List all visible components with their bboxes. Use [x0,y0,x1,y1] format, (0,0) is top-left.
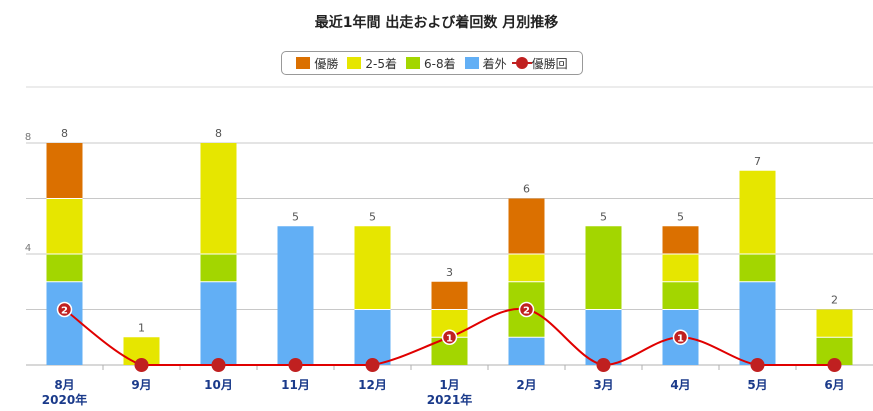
bar-segment-着外 [277,226,314,365]
bar-segment-6-8着 [662,281,699,310]
line-point-label: 2 [523,306,530,317]
bar-segment-2-5着 [739,170,776,254]
bar-segment-2-5着 [354,226,391,310]
x-tick-label: 6月 [824,378,844,392]
x-tick-label: 11月 [281,378,310,392]
bar-total-label: 5 [369,210,376,223]
x-tick-label: 3月 [593,378,613,392]
x-tick-label: 12月 [358,378,387,392]
legend-swatch [347,57,362,69]
bar-segment-2-5着 [46,198,83,254]
bar-segment-着外 [46,281,83,365]
bar-segment-2-5着 [200,143,237,254]
line-point [56,301,73,318]
legend-label: 優勝 [314,56,339,71]
legend-item[interactable]: 6-8着 [405,55,456,72]
line-point [134,358,149,372]
bar-total-label: 7 [754,155,761,168]
legend-label: 着外 [482,56,507,71]
legend: 優勝 2-5着 6-8着 着外 優勝回 [281,51,583,75]
line-point [750,358,765,372]
bar-segment-着外 [200,281,237,365]
legend-swatch [511,57,532,69]
bar-total-label: 5 [292,210,299,223]
legend-item[interactable]: 優勝 [296,55,338,72]
chart-title: 最近1年間 出走および着回数 月別推移 [314,15,559,31]
x-tick-sublabel: 2020年 [42,392,87,407]
line-point [441,329,458,345]
bar-total-label: 8 [61,127,68,140]
line-point [827,358,842,372]
y-tick-label: 8 [25,132,31,143]
legend-swatch [464,57,479,69]
bar-total-label: 6 [523,183,530,196]
bar-total-label: 2 [831,294,838,307]
bar-segment-6-8着 [739,254,776,282]
legend-item[interactable]: 優勝回 [511,55,568,72]
x-tick-label: 5月 [747,378,767,392]
x-tick-sublabel: 2021年 [427,392,472,407]
legend-label: 6-8着 [423,56,456,71]
legend-item[interactable]: 着外 [464,55,507,72]
x-tick-label: 10月 [204,378,233,392]
x-tick-label: 2月 [516,378,536,392]
x-tick-label: 4月 [670,378,690,392]
bar-segment-優勝 [46,143,83,199]
bar-total-label: 3 [446,266,453,279]
bar-total-label: 5 [600,210,607,223]
bar-segment-着外 [739,281,776,365]
line-point [211,358,226,372]
y-tick-label: 4 [25,243,31,254]
bar-total-label: 1 [138,321,145,334]
bar-total-label: 5 [677,210,684,223]
line-point-label: 1 [677,333,684,344]
bar-segment-2-5着 [508,254,545,282]
bar-segment-2-5着 [662,254,699,282]
bar-segment-着外 [585,309,622,365]
bar-segment-6-8着 [200,254,237,282]
line-point [596,358,611,372]
legend-swatch [405,57,420,69]
legend-label: 優勝回 [531,56,568,71]
x-tick-label: 8月 [54,378,74,392]
bar-segment-優勝 [662,226,699,254]
bar-segment-着外 [354,309,391,365]
line-point [672,329,689,345]
bar-total-label: 8 [215,127,222,140]
bar-segment-2-5着 [816,309,853,338]
bar-segment-優勝 [508,198,545,254]
line-point-label: 2 [61,306,68,317]
bar-segment-6-8着 [585,226,622,310]
legend-swatch [296,57,311,69]
legend-item[interactable]: 2-5着 [347,55,397,72]
line-point [365,358,380,372]
x-tick-label: 9月 [131,378,151,392]
bar-segment-優勝 [431,281,468,310]
line-point-label: 1 [446,333,453,344]
legend-label: 2-5着 [365,56,397,71]
line-point [518,301,535,318]
bar-segment-着外 [508,337,545,365]
bar-segment-6-8着 [46,254,83,282]
line-point [288,358,303,372]
x-tick-label: 1月 [439,378,459,392]
